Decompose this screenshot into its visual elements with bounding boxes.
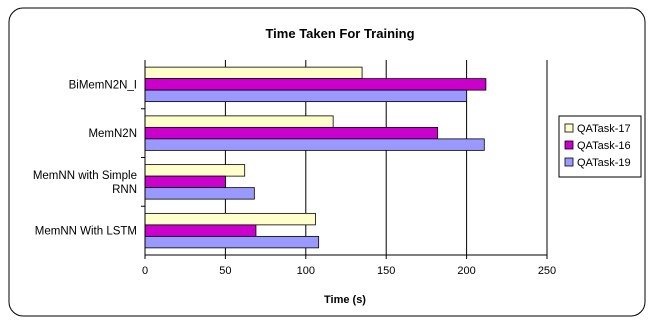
legend-swatch xyxy=(564,123,574,133)
x-tick-label: 50 xyxy=(219,265,231,277)
bar-qatask-16-4 xyxy=(144,224,257,237)
bar-qatask-19-1 xyxy=(144,89,468,103)
chart-title: Time Taken For Training xyxy=(265,26,414,41)
x-tick-label: 100 xyxy=(297,265,315,277)
bar-qatask-19-3 xyxy=(144,187,255,200)
x-axis-title: Time (s) xyxy=(324,294,366,306)
bar-qatask-16-3 xyxy=(144,175,226,189)
category-label: RNN xyxy=(112,184,137,196)
x-tick-label: 150 xyxy=(377,265,395,277)
bar-qatask-19-2 xyxy=(144,138,485,151)
legend-label: QATask-17 xyxy=(577,123,631,135)
category-label: BiMemN2N_I xyxy=(69,79,137,91)
bar-qatask-17-1 xyxy=(144,66,363,80)
bar-qatask-19-4 xyxy=(144,235,320,249)
x-tick-label: 0 xyxy=(142,265,148,277)
bar-qatask-16-2 xyxy=(144,126,439,140)
x-tick-label: 250 xyxy=(538,265,556,277)
legend-swatch xyxy=(564,140,574,150)
bar-qatask-17-4 xyxy=(144,212,316,226)
category-label: MemNN With LSTM xyxy=(35,226,137,238)
legend-swatch xyxy=(564,157,574,167)
plot-area: 0 50 100 150 200 250 BiMemN2N_I MemN2N MemNN wit… xyxy=(33,60,556,277)
category-label: MemNN with Simple xyxy=(33,170,137,182)
category-label: MemN2N xyxy=(88,128,137,140)
bar-qatask-17-2 xyxy=(144,115,334,128)
legend: QATask-17 QATask-16 QATask-19 xyxy=(558,115,642,178)
bar-qatask-16-1 xyxy=(144,78,487,91)
bar-qatask-17-3 xyxy=(144,164,246,177)
x-tick-label: 200 xyxy=(457,265,475,277)
legend-label: QATask-19 xyxy=(577,157,631,169)
legend-label: QATask-16 xyxy=(577,140,631,152)
